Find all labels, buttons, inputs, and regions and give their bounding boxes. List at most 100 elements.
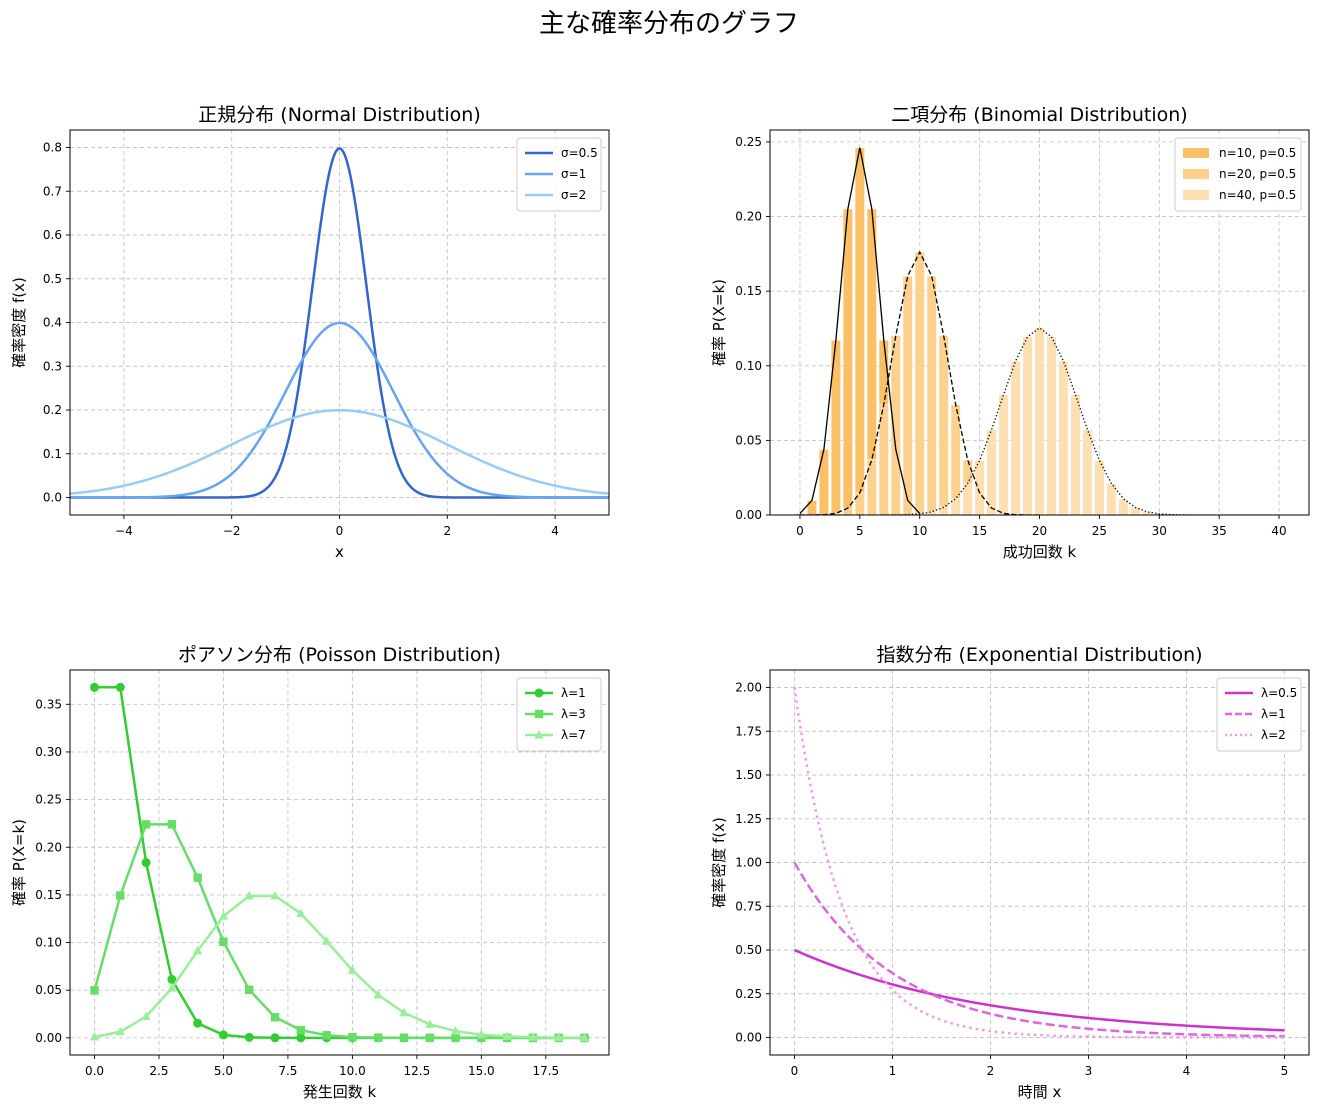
markers-series-0	[90, 682, 589, 1043]
legend-label: σ=2	[561, 188, 586, 202]
y-tick-label: 1.75	[735, 724, 762, 738]
marker-circle	[167, 974, 177, 984]
bar	[1094, 460, 1105, 515]
legend: λ=0.5 λ=1 λ=2	[1216, 677, 1302, 752]
x-axis-label: 発生回数 k	[303, 1083, 377, 1101]
bar	[974, 460, 985, 515]
panel-poisson: 0.0 2.5 5.0 7.5 10.0 12.5 15.0 17.5 0.00 0.05 0.10…	[10, 644, 610, 1101]
legend-swatch	[1183, 148, 1209, 158]
marker-circle	[270, 1033, 280, 1043]
x-tick-label: 0.0	[85, 1064, 104, 1078]
y-tick-label: 0.8	[43, 141, 62, 155]
y-tick-label: 0.2	[43, 403, 62, 417]
bar	[926, 511, 937, 515]
x-axis-label: 時間 x	[1018, 1083, 1062, 1101]
y-axis-label: 確率 P(X=k)	[10, 819, 28, 906]
y-tick-label: 0.10	[735, 359, 762, 373]
legend-marker-square	[534, 709, 544, 719]
series-line-exp-2	[793, 687, 1285, 1039]
marker-triangle	[296, 908, 306, 918]
legend: n=10, p=0.5 n=20, p=0.5 n=40, p=0.5	[1174, 137, 1302, 212]
y-tick-label: 0.4	[43, 316, 62, 330]
x-tick-label: 0	[796, 524, 804, 538]
marker-triangle	[399, 1007, 409, 1017]
bar	[902, 275, 913, 515]
x-tick-label: 20	[1032, 524, 1047, 538]
legend-marker-triangle	[534, 730, 544, 739]
marker-circle	[90, 682, 99, 692]
x-tick-label: 10	[912, 524, 927, 538]
y-tick-label: 0.7	[43, 184, 62, 198]
x-tick-label: −4	[115, 524, 133, 538]
marker-square	[90, 986, 99, 995]
marker-triangle	[89, 1031, 100, 1041]
marker-triangle	[244, 890, 254, 900]
y-tick-label: 0.1	[43, 447, 62, 461]
bar	[1010, 360, 1021, 515]
legend-label: σ=0.5	[561, 146, 598, 160]
pmf-outline-1	[799, 250, 1040, 515]
legend-label: n=40, p=0.5	[1219, 188, 1296, 202]
y-tick-label: 2.00	[735, 681, 762, 695]
marker-square	[167, 820, 177, 829]
legend-label: λ=2	[1261, 728, 1286, 742]
bar	[1142, 511, 1153, 515]
bar	[1118, 498, 1129, 515]
legend-box	[516, 137, 602, 212]
y-tick-label: 1.50	[735, 768, 762, 782]
x-tick-label: 25	[1092, 524, 1107, 538]
bar	[854, 147, 865, 515]
bar	[938, 335, 949, 515]
marker-square	[116, 891, 125, 900]
x-tick-label: 0	[791, 1064, 799, 1078]
x-tick-label: 3	[1085, 1064, 1093, 1078]
series-line-exp-0	[793, 948, 1285, 1032]
x-tick-label: 1	[889, 1064, 897, 1078]
marker-triangle	[115, 1026, 125, 1036]
panel-title: ポアソン分布 (Poisson Distribution)	[178, 644, 501, 666]
panel-title: 二項分布 (Binomial Distribution)	[891, 104, 1187, 126]
marker-triangle	[554, 1032, 564, 1042]
marker-circle	[296, 1033, 306, 1043]
y-tick-label: 0.35	[35, 697, 62, 711]
series-line-poisson-0	[94, 686, 585, 1040]
bars-series-2	[818, 327, 1261, 515]
x-tick-label: 17.5	[532, 1064, 559, 1078]
bars-series-1	[794, 251, 1045, 515]
legend-marker-circle	[534, 688, 544, 698]
marker-triangle	[425, 1019, 435, 1028]
bar	[1046, 336, 1057, 515]
y-tick-label: 0.10	[35, 936, 62, 950]
y-axis-label: 確率密度 f(x)	[10, 277, 28, 368]
legend-swatch	[1183, 190, 1209, 200]
legend-label: λ=1	[561, 686, 586, 700]
pmf-outline-0	[799, 147, 921, 514]
y-tick-label: 0.25	[35, 793, 62, 807]
bar	[1022, 336, 1033, 515]
legend-label: λ=3	[561, 707, 586, 721]
marker-triangle	[167, 983, 177, 992]
legend: λ=1 λ=3 λ=7	[516, 677, 602, 752]
plot-area	[794, 147, 1280, 515]
bar	[962, 483, 973, 515]
legend-label: λ=1	[1261, 707, 1286, 721]
y-axis-label: 確率密度 f(x)	[710, 817, 728, 908]
axes-frame	[69, 669, 610, 1056]
marker-triangle	[528, 1032, 538, 1041]
marker-square	[296, 1025, 306, 1035]
marker-square	[451, 1033, 460, 1043]
series-line-sigma-2	[70, 408, 609, 495]
bar	[926, 275, 937, 515]
y-tick-label: 0.00	[735, 1031, 762, 1045]
y-tick-label: 0.05	[35, 983, 62, 997]
marker-square	[193, 873, 202, 882]
marker-square	[141, 820, 151, 829]
y-tick-label: 0.00	[35, 1031, 62, 1045]
bar	[1082, 429, 1093, 515]
y-tick-label: 0.15	[35, 888, 62, 902]
y-tick-label: 0.6	[43, 228, 62, 242]
marker-square	[373, 1033, 383, 1042]
y-tick-label: 0.75	[735, 899, 762, 913]
figure-suptitle: 主な確率分布のグラフ	[539, 9, 799, 39]
